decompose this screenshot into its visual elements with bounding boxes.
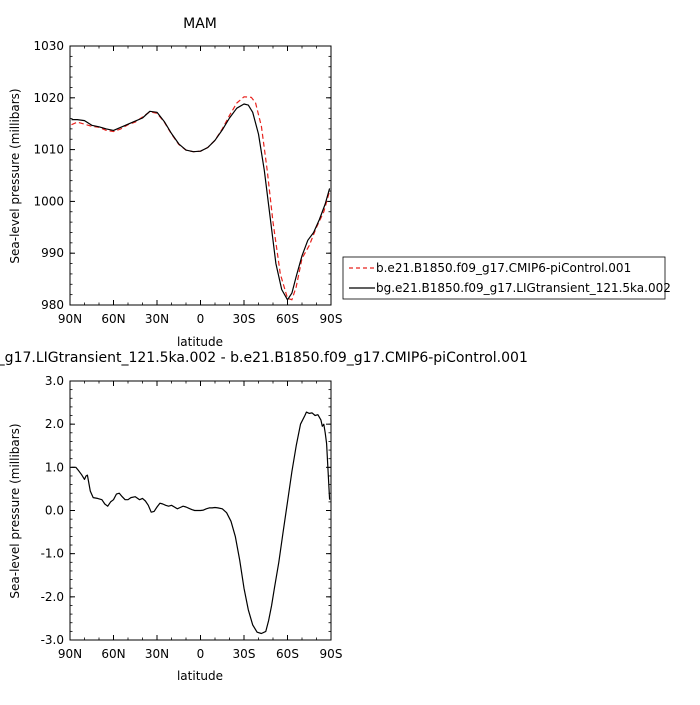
x-tick-label: 90S — [320, 647, 343, 661]
y-tick-label: 1020 — [33, 91, 64, 105]
x-tick-label: 0 — [197, 312, 205, 326]
x-tick-label: 30S — [233, 312, 256, 326]
y-tick-label: 1000 — [33, 194, 64, 208]
x-tick-label: 30N — [145, 312, 169, 326]
top-plot-frame — [69, 45, 332, 306]
x-tick-label: 60N — [101, 312, 125, 326]
y-tick-label: 980 — [41, 298, 64, 312]
y-tick-label: 2.0 — [45, 417, 64, 431]
y-tick-label: 1030 — [33, 39, 64, 53]
bottom-y-ticks: -3.0 -2.0 -1.0 0.0 1.0 2.0 3.0 — [41, 374, 331, 647]
top-panel: MAM 980 990 1000 1010 1020 1030 90N 60N 30N 0 30S… — [8, 16, 342, 349]
series-line-lig — [71, 411, 331, 635]
bottom-y-axis-label: Sea-level pressure (millibars) — [8, 423, 22, 598]
x-tick-label: 90S — [320, 312, 343, 326]
legend: b.e21.B1850.f09_g17.CMIP6-piControl.001 … — [342, 256, 671, 300]
x-tick-label: 30S — [233, 647, 256, 661]
x-tick-label: 30N — [145, 647, 169, 661]
bottom-series-lines — [71, 411, 331, 635]
bottom-x-axis-label: latitude — [177, 669, 223, 683]
x-tick-label: 60S — [276, 312, 299, 326]
x-tick-label: 60N — [101, 647, 125, 661]
bottom-x-ticks: 90N 60N 30N 0 30S 60S 90S — [58, 381, 343, 661]
y-tick-label: 0.0 — [45, 504, 64, 518]
y-tick-label: -2.0 — [41, 590, 64, 604]
y-tick-label: 3.0 — [45, 374, 64, 388]
legend-label-control: b.e21.B1850.f09_g17.CMIP6-piControl.001 — [376, 261, 631, 275]
x-tick-label: 90N — [58, 312, 82, 326]
series-line-lig — [71, 103, 331, 301]
top-panel-title: MAM — [183, 16, 217, 32]
y-tick-label: 990 — [41, 246, 64, 260]
y-tick-label: -1.0 — [41, 547, 64, 561]
legend-label-lig: bg.e21.B1850.f09_g17.LIGtransient_121.5k… — [376, 281, 671, 295]
top-x-axis-label: latitude — [177, 335, 223, 349]
y-tick-label: 1.0 — [45, 460, 64, 474]
top-series-lines — [71, 96, 331, 301]
top-y-ticks: 980 990 1000 1010 1020 1030 — [33, 39, 331, 312]
bottom-panel: bg.e21.B1850.f09_g17.LIGtransient_121.5k… — [0, 350, 528, 683]
x-tick-label: 90N — [58, 647, 82, 661]
x-tick-label: 0 — [197, 647, 205, 661]
x-tick-label: 60S — [276, 647, 299, 661]
top-y-axis-label: Sea-level pressure (millibars) — [8, 88, 22, 263]
bottom-panel-title: bg.e21.B1850.f09_g17.LIGtransient_121.5k… — [0, 350, 528, 366]
top-x-ticks: 90N 60N 30N 0 30S 60S 90S — [58, 46, 343, 326]
series-line-control — [71, 96, 331, 301]
y-tick-label: -3.0 — [41, 633, 64, 647]
legend-box — [342, 256, 666, 300]
y-tick-label: 1010 — [33, 143, 64, 157]
